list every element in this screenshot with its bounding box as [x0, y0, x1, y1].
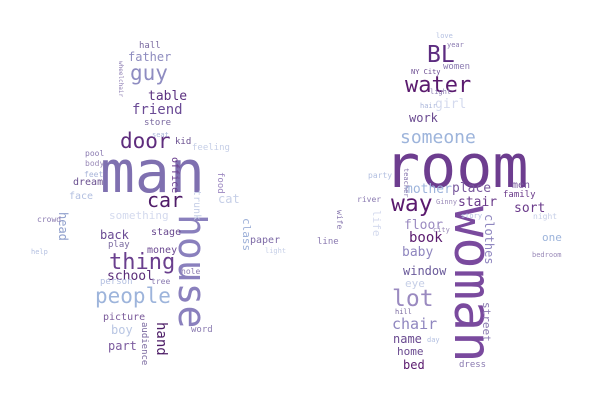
word-money: money [147, 245, 178, 256]
word-street: street [480, 302, 493, 342]
word-boy: boy [111, 323, 133, 337]
word-guy: guy [130, 61, 168, 85]
word-school: school [107, 269, 154, 284]
word-river: river [357, 195, 382, 204]
word-class: class [240, 218, 253, 252]
word-teacher: teacher [402, 168, 410, 198]
word-face: face [69, 191, 94, 202]
word-life: life [370, 210, 383, 237]
word-wheelchair: wheelchair [117, 61, 124, 98]
word-men: men [512, 180, 531, 191]
word-body: body [85, 159, 105, 168]
word-sort: sort [514, 201, 546, 216]
word-BL: BL [427, 42, 455, 68]
word-office: office [169, 157, 180, 194]
word-friend: friend [132, 102, 183, 118]
word-baby: baby [402, 245, 434, 260]
word-back: back [100, 228, 129, 242]
word-seat: seat [152, 131, 169, 139]
word-store: store [144, 118, 172, 128]
word-women: women [443, 62, 471, 72]
word-story: story [461, 212, 483, 220]
word-hill: hill [395, 308, 412, 316]
word-feet: feet [84, 170, 104, 179]
word-window: window [403, 264, 447, 278]
word-kid: kid [175, 137, 192, 147]
word-father: father [128, 50, 172, 64]
word-way: way [391, 191, 433, 217]
word-hall: hall [139, 41, 161, 51]
word-ginny: Ginny [436, 198, 458, 206]
word-mother: mother [405, 182, 452, 197]
word-tree: tree [151, 277, 171, 286]
word-hole: hole [181, 267, 201, 276]
word-audience: audience [139, 322, 149, 366]
word-help: help [31, 248, 48, 256]
word-part: part [108, 339, 137, 353]
word-table: table [148, 89, 188, 104]
word-someone: someone [400, 127, 476, 148]
word-bed: bed [403, 358, 425, 372]
word-dream: dream [73, 177, 104, 188]
word-house: house [170, 214, 214, 329]
word-woman: woman [442, 206, 502, 363]
word-bedroom: bedroom [532, 251, 562, 259]
word-family: family [503, 190, 536, 200]
word-word: word [191, 325, 213, 335]
word-home: home [397, 345, 424, 358]
word-something: something [109, 209, 169, 222]
word-car: car [147, 188, 184, 212]
word-chair: chair [392, 315, 438, 333]
word-crowd: crowd [37, 215, 62, 224]
word-dress: dress [459, 360, 487, 370]
word-party: party [368, 171, 393, 180]
word-lot: lot [392, 286, 434, 312]
word-trunk: trunk [191, 190, 202, 221]
word-place: place [452, 181, 492, 196]
word-ny-city: NY City [411, 68, 441, 76]
word-city: city [433, 226, 450, 234]
word-line: line [317, 237, 339, 247]
word-day: day [427, 336, 440, 344]
word-night: night [533, 212, 558, 221]
word-room: room [384, 132, 529, 202]
word-hand: hand [153, 322, 169, 356]
word-light: light [430, 88, 452, 96]
word-paper: paper [250, 235, 281, 246]
word-love: love [436, 32, 453, 40]
word-name: name [393, 332, 422, 346]
word-food: food [215, 172, 225, 194]
word-book: book [409, 230, 443, 246]
word-stage: stage [151, 227, 182, 238]
word-cat: cat [218, 192, 240, 206]
word-floor: floor [404, 218, 444, 233]
word-door: door [120, 129, 171, 153]
word-water: water [405, 73, 472, 98]
word-pool: pool [85, 149, 105, 158]
word-stair: stair [458, 195, 498, 210]
word-light: light [265, 247, 287, 255]
word-wife: wife [335, 210, 344, 230]
word-head: head [56, 212, 70, 241]
word-hair: hair [420, 102, 437, 110]
word-clothes: clothes [482, 214, 496, 265]
word-feeling: feeling [192, 143, 230, 153]
word-work: work [409, 111, 438, 125]
word-thing: thing [109, 250, 176, 275]
word-one: one [542, 231, 562, 244]
word-play: play [108, 240, 130, 250]
word-people: people [95, 284, 171, 308]
word-man: man [100, 138, 205, 206]
word-picture: picture [103, 312, 146, 323]
word-girl: girl [435, 97, 467, 112]
word-person: person [100, 277, 133, 287]
word-eye: eye [405, 277, 425, 290]
word-year: year [447, 41, 464, 49]
